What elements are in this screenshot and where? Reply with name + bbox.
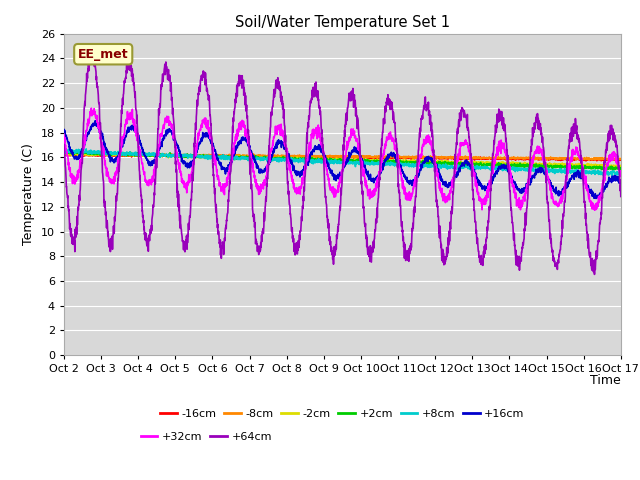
-2cm <box>371 158 379 164</box>
+8cm <box>584 170 591 176</box>
-16cm <box>568 156 575 162</box>
Legend: +32cm, +64cm: +32cm, +64cm <box>136 427 276 446</box>
Line: +2cm: +2cm <box>64 151 621 170</box>
Line: +8cm: +8cm <box>64 149 621 176</box>
-8cm <box>60 152 68 157</box>
-8cm <box>617 156 625 162</box>
-16cm <box>371 155 379 160</box>
-8cm <box>359 153 367 159</box>
Line: +64cm: +64cm <box>64 54 621 275</box>
+64cm <box>359 188 367 194</box>
+2cm <box>504 163 512 168</box>
+32cm <box>60 132 68 137</box>
+2cm <box>60 149 68 155</box>
Line: -16cm: -16cm <box>64 154 621 161</box>
+32cm <box>591 207 598 213</box>
-2cm <box>504 161 512 167</box>
+8cm <box>617 169 625 175</box>
+32cm <box>584 188 591 194</box>
-8cm <box>504 156 512 161</box>
+2cm <box>216 155 223 160</box>
+2cm <box>584 164 591 170</box>
+8cm <box>359 160 367 166</box>
+64cm <box>371 229 379 235</box>
-8cm <box>97 150 105 156</box>
+64cm <box>90 51 98 57</box>
+2cm <box>371 158 379 164</box>
-2cm <box>60 151 68 156</box>
+64cm <box>60 142 68 147</box>
Line: +32cm: +32cm <box>64 108 621 210</box>
+64cm <box>216 240 223 246</box>
Y-axis label: Temperature (C): Temperature (C) <box>22 144 35 245</box>
-8cm <box>568 155 575 160</box>
+16cm <box>617 182 625 188</box>
+2cm <box>609 167 617 173</box>
+2cm <box>359 157 367 163</box>
-2cm <box>216 153 223 159</box>
Line: -8cm: -8cm <box>64 153 621 160</box>
+16cm <box>592 195 600 201</box>
+16cm <box>359 160 367 166</box>
+32cm <box>359 166 367 171</box>
-16cm <box>216 153 223 158</box>
-16cm <box>584 156 591 162</box>
+64cm <box>584 229 591 235</box>
+16cm <box>91 118 99 124</box>
-2cm <box>616 165 623 170</box>
+8cm <box>60 146 68 152</box>
-16cm <box>617 156 625 162</box>
-8cm <box>586 157 593 163</box>
-16cm <box>582 158 590 164</box>
+8cm <box>371 161 379 167</box>
-8cm <box>216 153 223 159</box>
X-axis label: Time: Time <box>590 374 621 387</box>
+2cm <box>568 164 575 169</box>
Line: -2cm: -2cm <box>64 153 621 168</box>
+32cm <box>617 168 625 174</box>
-16cm <box>504 156 512 161</box>
-2cm <box>584 163 591 168</box>
-16cm <box>114 151 122 156</box>
+32cm <box>371 188 379 194</box>
+16cm <box>60 127 68 133</box>
+8cm <box>609 173 616 179</box>
+16cm <box>584 185 591 191</box>
Text: EE_met: EE_met <box>78 48 129 60</box>
+16cm <box>504 168 512 174</box>
+16cm <box>216 161 223 167</box>
+32cm <box>504 157 512 163</box>
-8cm <box>371 153 379 159</box>
Line: +16cm: +16cm <box>64 121 621 198</box>
+32cm <box>88 105 95 111</box>
-16cm <box>359 154 367 160</box>
+16cm <box>568 175 575 180</box>
+64cm <box>568 138 575 144</box>
-16cm <box>60 152 68 157</box>
-2cm <box>66 150 74 156</box>
+8cm <box>568 169 575 175</box>
-2cm <box>568 162 575 168</box>
+64cm <box>591 272 598 277</box>
-2cm <box>359 157 367 163</box>
+64cm <box>504 162 512 168</box>
+64cm <box>617 193 625 199</box>
+8cm <box>216 156 223 161</box>
+32cm <box>568 154 575 159</box>
+8cm <box>504 167 512 173</box>
-2cm <box>617 163 625 168</box>
+2cm <box>61 148 69 154</box>
+32cm <box>216 180 223 186</box>
Title: Soil/Water Temperature Set 1: Soil/Water Temperature Set 1 <box>235 15 450 30</box>
+16cm <box>371 177 379 182</box>
+2cm <box>617 166 625 172</box>
-8cm <box>584 156 591 162</box>
+8cm <box>83 146 90 152</box>
